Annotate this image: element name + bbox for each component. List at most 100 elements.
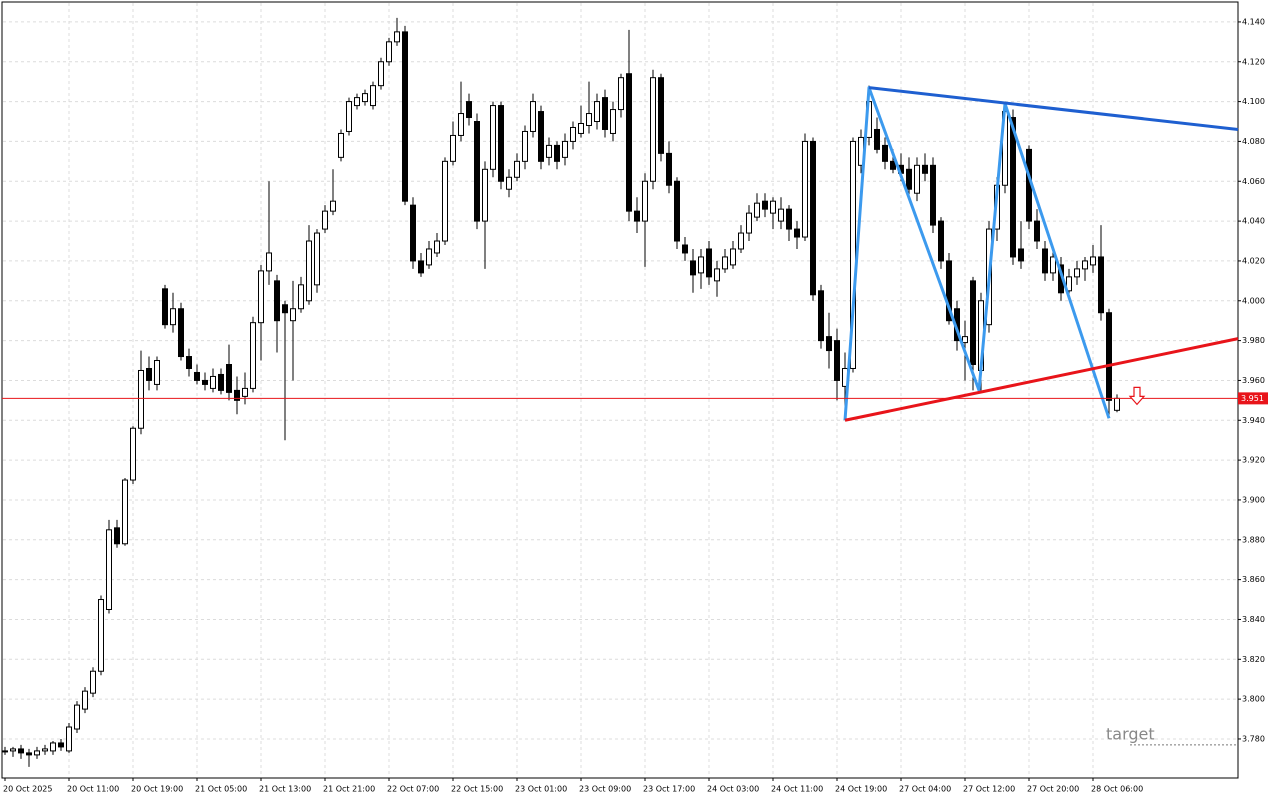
candle-body — [506, 176, 512, 190]
candle-body — [514, 160, 520, 178]
candle-body — [90, 670, 96, 694]
candle-body — [906, 168, 912, 190]
candle-body — [370, 85, 376, 107]
candle-body — [314, 232, 320, 286]
x-tick-label: 20 Oct 19:00 — [131, 785, 183, 794]
y-tick-label: 4.100 — [1242, 97, 1265, 106]
candle-body — [18, 748, 24, 754]
candle-body — [394, 31, 400, 43]
candle-body — [1018, 248, 1024, 262]
candle-body — [578, 122, 584, 134]
target-label: target — [1106, 724, 1155, 743]
plot-frame — [1, 1, 1239, 779]
candle-body — [554, 144, 560, 162]
candle-body — [1010, 117, 1016, 258]
candle-body — [666, 152, 672, 186]
x-tick-label: 21 Oct 21:00 — [323, 785, 375, 794]
y-tick-label: 3.940 — [1242, 416, 1265, 425]
x-tick-label: 21 Oct 05:00 — [195, 785, 247, 794]
candle-body — [114, 527, 120, 545]
x-tick-label: 27 Oct 12:00 — [963, 785, 1015, 794]
candle-body — [210, 375, 216, 389]
current-price-label: 3.951 — [1241, 394, 1264, 403]
candle-body — [874, 128, 880, 150]
candle-body — [826, 336, 832, 352]
candle-body — [354, 97, 360, 107]
candle-body — [1066, 276, 1072, 292]
candle-body — [362, 93, 368, 103]
x-tick-label: 24 Oct 03:00 — [707, 785, 759, 794]
candle-body — [1114, 397, 1120, 411]
candle-body — [834, 340, 840, 381]
candle-body — [298, 284, 304, 310]
candle-body — [266, 252, 272, 272]
candle-body — [82, 690, 88, 710]
candle-body — [890, 160, 896, 170]
candle-body — [674, 180, 680, 242]
y-tick-label: 4.080 — [1242, 137, 1265, 146]
candle-body — [754, 202, 760, 218]
candle-body — [74, 704, 80, 730]
candle-body — [442, 160, 448, 242]
candle-body — [330, 200, 336, 212]
candle-body — [642, 180, 648, 222]
candle-body — [122, 479, 128, 545]
candle-body — [426, 248, 432, 266]
candle-body — [378, 61, 384, 87]
candle-body — [258, 270, 264, 324]
candle-body — [178, 308, 184, 358]
y-tick-label: 4.140 — [1242, 17, 1265, 26]
candle-body — [146, 367, 152, 381]
candle-body — [194, 371, 200, 381]
candle-body — [290, 308, 296, 322]
candle-body — [234, 389, 240, 401]
x-tick-label: 21 Oct 13:00 — [259, 785, 311, 794]
candle-body — [1050, 256, 1056, 274]
candle-body — [202, 379, 208, 385]
candle-body — [490, 105, 496, 170]
candle-body — [562, 140, 568, 158]
candle-body — [690, 260, 696, 276]
candle-body — [386, 41, 392, 63]
x-tick-label: 24 Oct 11:00 — [771, 785, 823, 794]
x-tick-label: 24 Oct 19:00 — [835, 785, 887, 794]
candle-body — [546, 144, 552, 158]
candle-body — [650, 77, 656, 182]
y-tick-label: 3.880 — [1242, 535, 1265, 544]
candle-body — [418, 260, 424, 274]
candle-body — [1090, 256, 1096, 266]
candle-body — [130, 427, 136, 481]
candle-body — [802, 140, 808, 238]
candle-body — [466, 101, 472, 119]
candle-body — [706, 248, 712, 278]
x-tick-label: 28 Oct 06:00 — [1091, 785, 1143, 794]
x-tick-label: 20 Oct 11:00 — [67, 785, 119, 794]
candle-body — [1082, 260, 1088, 270]
candle-body — [658, 77, 664, 154]
candle-body — [98, 599, 104, 672]
candle-body — [1042, 248, 1048, 274]
candle-body — [538, 111, 544, 162]
x-tick-label: 23 Oct 01:00 — [515, 785, 567, 794]
candle-body — [746, 212, 752, 234]
candle-body — [154, 360, 160, 385]
candle-body — [242, 387, 248, 397]
candle-body — [794, 228, 800, 238]
x-tick-label: 23 Oct 09:00 — [579, 785, 631, 794]
candle-body — [722, 256, 728, 270]
trendline — [843, 86, 1111, 421]
candle-body — [2, 750, 8, 753]
candle-body — [594, 101, 600, 123]
trendline — [868, 86, 1239, 131]
candle-body — [946, 260, 952, 322]
candle-body — [778, 208, 784, 222]
candle-body — [762, 200, 768, 210]
candle-body — [682, 244, 688, 254]
y-tick-label: 4.060 — [1242, 177, 1265, 186]
candle-body — [970, 280, 976, 366]
candle-body — [1098, 256, 1104, 314]
candle-body — [282, 304, 288, 314]
y-tick-label: 3.780 — [1242, 734, 1265, 743]
